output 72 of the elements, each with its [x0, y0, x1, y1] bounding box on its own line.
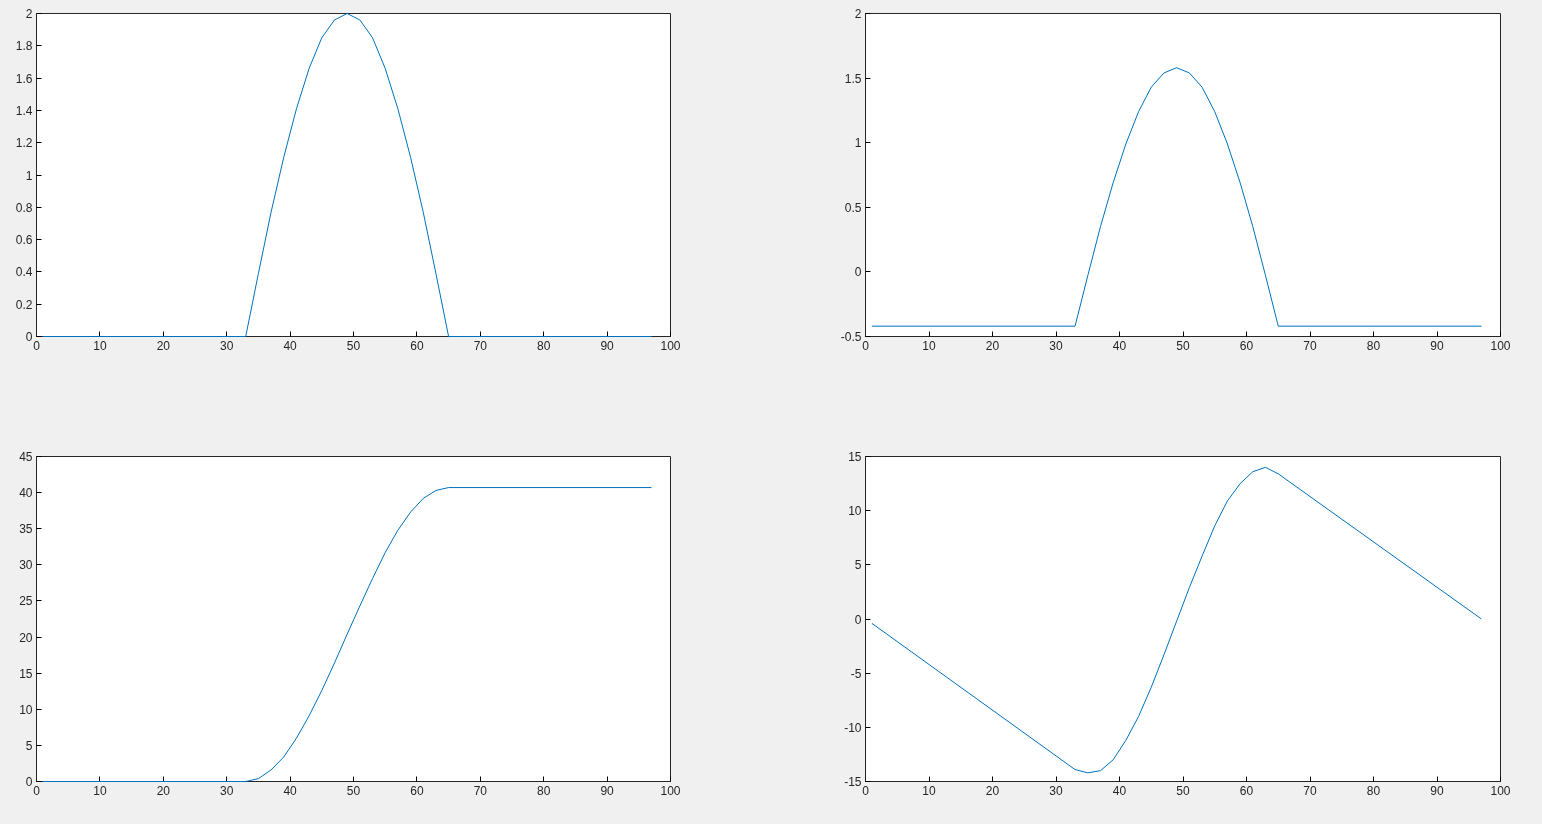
y-tick-label: 35 [19, 522, 33, 537]
x-tick-label: 90 [1430, 783, 1444, 798]
x-tick-label: 60 [410, 338, 424, 353]
x-tick-label: 30 [220, 338, 234, 353]
x-tick-label: 50 [346, 783, 361, 798]
x-tick-label: 60 [1239, 783, 1254, 798]
x-tick-label: 10 [922, 783, 936, 798]
y-tick-label: 2 [25, 7, 33, 21]
y-tick-label: 1.5 [844, 71, 862, 86]
x-tick-label: 80 [537, 338, 551, 353]
x-tick-label: 100 [660, 338, 681, 353]
x-tick-label: 70 [1303, 338, 1317, 353]
y-tick-label: 5 [854, 558, 862, 573]
x-tick-label: 10 [93, 338, 107, 353]
x-tick-label: 50 [1176, 338, 1190, 353]
y-tick-label: 30 [19, 558, 33, 573]
y-tick-label: 45 [19, 450, 33, 464]
x-tick-label: 90 [1430, 338, 1444, 353]
x-tick-label: 40 [283, 783, 298, 798]
y-tick-label: 1 [25, 168, 33, 183]
x-tick-label: 40 [1112, 338, 1127, 353]
y-tick-label: 0.8 [15, 200, 33, 215]
y-tick-label: 0.2 [15, 297, 33, 312]
x-tick-label: 100 [660, 783, 681, 798]
y-tick-label: 15 [19, 666, 33, 681]
y-tick-label: 0.4 [15, 265, 33, 280]
x-tick-label: 80 [1366, 783, 1381, 798]
y-tick-label: 15 [848, 450, 862, 464]
x-tick-label: 10 [93, 783, 107, 798]
x-tick-label: 20 [985, 338, 1000, 353]
x-tick-label: 20 [985, 783, 1000, 798]
x-tick-label: 70 [1303, 783, 1317, 798]
y-tick-label: 2 [854, 7, 862, 21]
x-tick-label: 100 [1490, 338, 1511, 353]
x-tick-label: 30 [1049, 338, 1063, 353]
y-tick-label: 5 [25, 738, 33, 753]
y-tick-label: 10 [19, 702, 33, 717]
x-tick-label: 30 [1049, 783, 1063, 798]
x-tick-label: 20 [156, 338, 171, 353]
x-tick-label: 60 [410, 783, 424, 798]
x-tick-label: 50 [346, 338, 361, 353]
x-tick-label: 80 [537, 783, 551, 798]
y-tick-label: 1 [854, 136, 862, 151]
y-tick-label: 1.8 [15, 39, 33, 54]
y-tick-label: -0.5 [840, 330, 862, 344]
x-tick-label: 60 [1239, 338, 1254, 353]
y-tick-label: 20 [19, 630, 33, 645]
y-tick-label: 1.6 [15, 71, 33, 86]
y-tick-label: 1.2 [15, 136, 33, 151]
y-tick-label: 25 [19, 594, 33, 609]
x-tick-label: 70 [473, 338, 488, 353]
x-tick-label: 30 [220, 783, 234, 798]
y-tick-label: 40 [19, 486, 33, 501]
y-tick-label: 0.5 [844, 200, 862, 215]
y-tick-label: 10 [848, 504, 862, 519]
x-tick-label: 90 [600, 338, 615, 353]
x-tick-label: 50 [1176, 783, 1190, 798]
x-tick-label: 40 [1112, 783, 1127, 798]
x-tick-label: 100 [1490, 783, 1511, 798]
y-tick-label: -15 [844, 775, 862, 789]
x-tick-label: 90 [600, 783, 615, 798]
y-tick-label: 0.6 [15, 233, 33, 248]
x-tick-label: 80 [1366, 338, 1381, 353]
x-tick-label: 70 [473, 783, 488, 798]
x-tick-label: 40 [283, 338, 298, 353]
x-tick-label: 10 [922, 338, 936, 353]
y-tick-label: 0 [854, 265, 862, 280]
y-tick-label: -10 [844, 720, 862, 735]
x-tick-label: 20 [156, 783, 171, 798]
y-tick-label: 0 [854, 612, 862, 627]
y-tick-label: -5 [850, 666, 862, 681]
y-tick-label: 1.4 [15, 103, 33, 118]
